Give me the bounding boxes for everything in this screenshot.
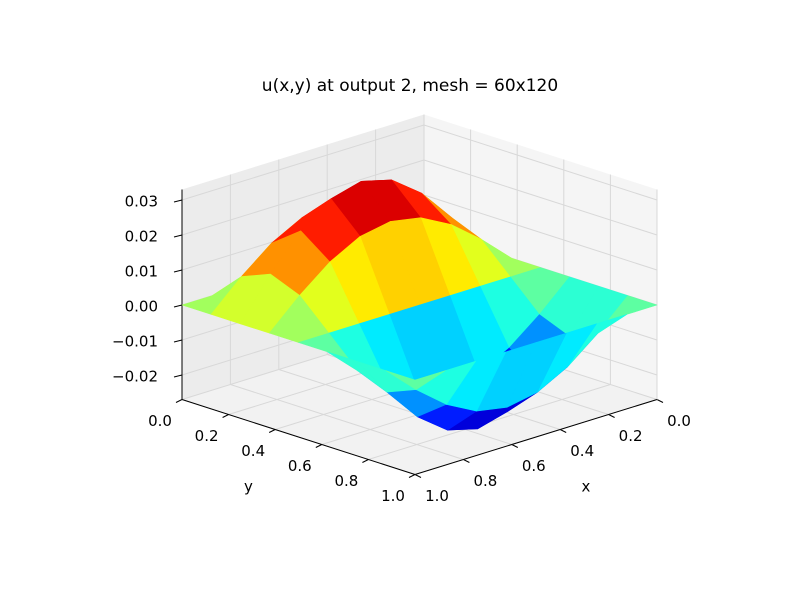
x-tick-label: 0.8	[473, 472, 497, 490]
z-tick-label: 0.02	[125, 228, 158, 246]
tick-mark	[315, 444, 323, 448]
chart-title: u(x,y) at output 2, mesh = 60x120	[262, 76, 558, 96]
grid-line	[423, 159, 658, 236]
tick-mark	[362, 459, 369, 463]
grid-line	[230, 384, 464, 460]
tick-mark	[222, 414, 229, 418]
tick-mark	[175, 399, 183, 403]
surface-patch	[385, 370, 446, 390]
axis-line	[181, 399, 416, 475]
x-axis-label: x	[582, 478, 591, 496]
grid-line	[181, 124, 425, 201]
axis-line	[414, 399, 658, 475]
tick-mark	[656, 399, 664, 403]
grid-line	[181, 159, 425, 236]
grid-line	[423, 194, 658, 271]
z-tick-label: 0.03	[125, 193, 158, 211]
tick-mark	[173, 339, 183, 343]
y-tick-label: 0.4	[241, 442, 265, 460]
grid-line	[423, 124, 658, 201]
tick-mark	[173, 199, 183, 203]
z-tick-label: −0.01	[112, 333, 158, 351]
tick-mark	[173, 304, 183, 308]
grid-line	[278, 369, 512, 445]
y-tick-label: 0.8	[334, 472, 358, 490]
tick-mark	[268, 429, 276, 433]
y-tick-label: 1.0	[381, 487, 405, 505]
x-tick-label: 0.0	[667, 412, 691, 430]
y-tick-label: 0.6	[288, 457, 312, 475]
z-tick-label: 0.01	[125, 263, 158, 281]
tick-mark	[608, 414, 615, 418]
y-axis-label: y	[244, 478, 253, 496]
tick-mark	[414, 474, 422, 478]
x-tick-label: 0.2	[619, 427, 643, 445]
tick-mark	[511, 444, 519, 448]
y-tick-label: 0.2	[195, 427, 219, 445]
x-tick-label: 0.4	[570, 442, 594, 460]
tick-mark	[173, 374, 183, 378]
tick-mark	[559, 429, 567, 433]
x-tick-label: 1.0	[425, 487, 449, 505]
tick-mark	[463, 459, 470, 463]
z-tick-label: 0.00	[125, 298, 158, 316]
tick-mark	[173, 234, 183, 238]
y-tick-label: 0.0	[148, 412, 172, 430]
x-tick-label: 0.6	[522, 457, 546, 475]
z-tick-label: −0.02	[112, 368, 158, 386]
tick-mark	[173, 269, 183, 273]
tick-mark	[408, 474, 416, 478]
